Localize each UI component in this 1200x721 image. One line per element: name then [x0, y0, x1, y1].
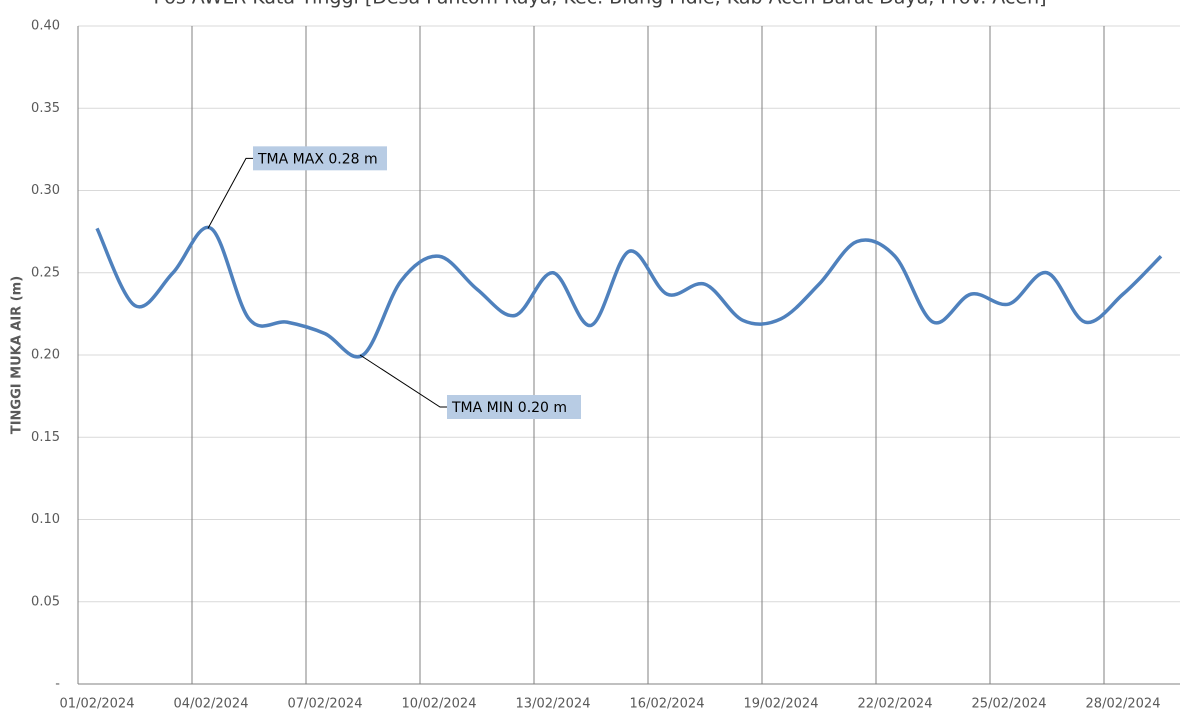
annotation-leader [359, 354, 447, 408]
annotation-box [447, 395, 581, 419]
x-tick-label: 10/02/2024 [402, 697, 477, 712]
annotation-leader [207, 157, 253, 229]
y-tick-label: 0.20 [31, 348, 60, 363]
x-tick-label: 07/02/2024 [288, 697, 363, 712]
chart-title: Pos AWLR Kuta Tinggi [Desa Pantom Raya, … [153, 0, 1046, 9]
annotation-box [253, 146, 387, 171]
x-tick-label: 01/02/2024 [60, 697, 135, 712]
x-tick-label: 04/02/2024 [174, 697, 249, 712]
y-tick-label: - [55, 677, 60, 692]
y-tick-label: 0.30 [31, 183, 60, 198]
y-axis-label: TINGGI MUKA AIR (m) [10, 276, 25, 434]
x-tick-label: 25/02/2024 [972, 697, 1047, 712]
x-tick-label: 16/02/2024 [630, 697, 705, 712]
x-tick-label: 22/02/2024 [858, 697, 933, 712]
series-line [95, 225, 1163, 359]
x-tick-label: 13/02/2024 [516, 697, 591, 712]
x-tick-label: 19/02/2024 [744, 697, 819, 712]
annotation-label: TMA MAX 0.28 m [257, 151, 378, 167]
x-tick-label: 28/02/2024 [1086, 697, 1161, 712]
annotation-label: TMA MIN 0.20 m [451, 400, 567, 416]
y-tick-label: 0.35 [31, 101, 60, 116]
y-tick-label: 0.25 [31, 265, 60, 280]
y-tick-label: 0.15 [31, 430, 60, 445]
y-tick-label: 0.40 [31, 19, 60, 34]
y-tick-label: 0.05 [31, 594, 60, 609]
y-tick-label: 0.10 [31, 512, 60, 527]
